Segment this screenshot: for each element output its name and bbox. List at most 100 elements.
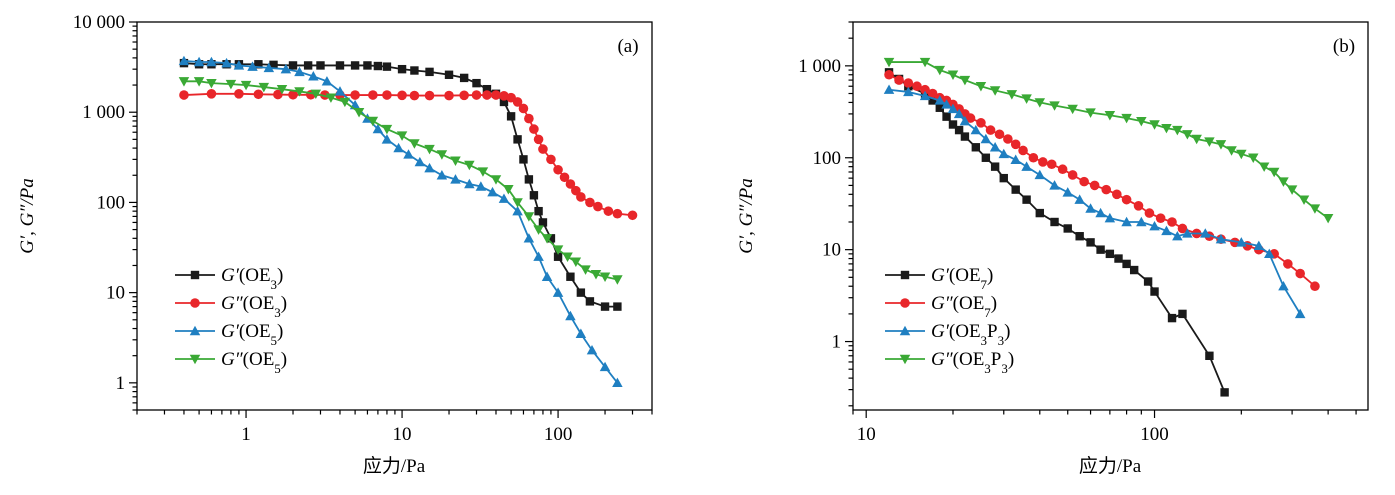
data-point (503, 185, 514, 195)
data-point (546, 234, 556, 243)
ticks-a: 1 10 100 1 10 100 1 000 10 000 (73, 12, 653, 445)
data-point (600, 302, 610, 311)
data-point (1310, 281, 1320, 292)
data-point (900, 298, 910, 308)
data-point (1150, 287, 1159, 296)
data-point (533, 251, 544, 261)
data-point (565, 310, 576, 321)
data-point (477, 167, 489, 177)
data-point (1167, 313, 1177, 323)
data-point (189, 325, 201, 336)
data-point (518, 103, 529, 114)
data-point (193, 56, 205, 67)
data-point (206, 56, 217, 67)
data-point (1264, 248, 1275, 259)
data-point (512, 198, 523, 208)
data-point (593, 201, 603, 212)
data-point (269, 60, 278, 70)
data-point (1215, 233, 1227, 244)
data-point (612, 275, 623, 285)
data-point (552, 287, 564, 297)
data-point (1253, 240, 1265, 251)
x-tick-label: 10 (857, 424, 876, 445)
data-point (538, 144, 548, 154)
data-point (1283, 259, 1293, 269)
data-point (1010, 154, 1021, 164)
data-point (1204, 137, 1215, 147)
data-point (487, 186, 498, 197)
data-point (552, 245, 564, 255)
data-point (971, 143, 981, 152)
y-tick-label: 1 (832, 332, 842, 353)
data-point (884, 69, 894, 80)
series-3 (178, 77, 623, 285)
legend-item: G″(OE5) (175, 349, 287, 376)
data-point (1006, 90, 1018, 100)
data-point (506, 112, 516, 121)
y-axis-label-b: G′, G″/Pa (736, 178, 757, 253)
data-point (1112, 189, 1122, 200)
data-point (221, 57, 232, 68)
data-point (948, 120, 958, 129)
data-point (935, 103, 944, 112)
data-point (947, 103, 959, 114)
data-point (1205, 351, 1214, 360)
data-point (1143, 277, 1153, 286)
data-point (397, 64, 407, 74)
data-point (353, 108, 365, 118)
data-point (464, 178, 475, 189)
data-point (1136, 216, 1147, 227)
data-point (178, 77, 190, 87)
data-point (247, 61, 258, 71)
legend-label: G′(OE3) (221, 265, 283, 292)
data-point (1085, 108, 1096, 118)
data-point (334, 86, 346, 96)
data-point (1034, 98, 1046, 108)
y-tick-label: 1 (116, 373, 126, 394)
data-point (524, 113, 534, 124)
data-point (410, 66, 419, 75)
data-point (382, 90, 392, 100)
data-point (603, 206, 614, 216)
y-tick-label: 10 (106, 283, 125, 304)
data-point (976, 118, 986, 128)
data-point (1322, 213, 1334, 224)
data-point (612, 208, 623, 219)
data-point (1062, 187, 1073, 197)
data-point (233, 60, 245, 70)
data-point (425, 67, 434, 77)
data-point (1161, 123, 1172, 134)
data-point (934, 65, 946, 76)
data-point (206, 88, 217, 99)
data-point (316, 61, 325, 70)
data-point (883, 57, 895, 68)
data-point (368, 90, 378, 100)
data-point (1122, 259, 1131, 269)
data-point (1172, 125, 1183, 136)
data-point (965, 113, 976, 123)
data-point (482, 90, 492, 100)
series-2 (883, 84, 1306, 319)
data-point (934, 95, 946, 105)
data-point (459, 73, 469, 83)
panel-label-a: (a) (617, 36, 638, 57)
data-point (533, 225, 544, 235)
data-point (206, 78, 217, 89)
data-point (970, 124, 982, 135)
x-axis-label-b: 应力/Pa (1079, 455, 1142, 477)
data-point (585, 197, 595, 208)
data-point (475, 181, 487, 191)
data-point (1003, 134, 1013, 144)
legend-b: G′(OE7)G″(OE7)G′(OE3P3)G″(OE3P3) (885, 265, 1014, 376)
data-point (1172, 230, 1183, 241)
data-point (193, 77, 205, 87)
data-point (424, 90, 435, 101)
data-point (947, 70, 959, 81)
data-point (396, 131, 408, 141)
data-point (1101, 184, 1112, 195)
data-point (1104, 111, 1116, 121)
panel-label-b: (b) (1333, 36, 1355, 57)
panel-a: 1 10 100 1 10 100 1 000 10 000 (a) 应力/Pa G′, G″… (17, 12, 653, 477)
data-point (920, 84, 930, 95)
